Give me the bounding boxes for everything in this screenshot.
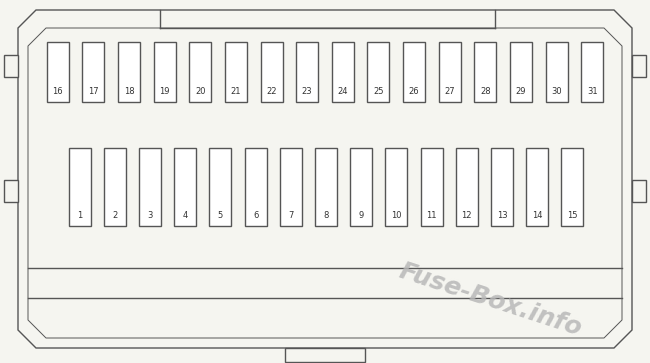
Bar xyxy=(139,148,161,226)
Text: 10: 10 xyxy=(391,211,402,220)
Text: 4: 4 xyxy=(183,211,188,220)
Text: 12: 12 xyxy=(462,211,472,220)
Text: 30: 30 xyxy=(551,87,562,96)
Text: 9: 9 xyxy=(359,211,364,220)
Text: 5: 5 xyxy=(218,211,223,220)
Bar xyxy=(632,180,646,202)
Bar xyxy=(581,42,603,102)
Bar xyxy=(189,42,211,102)
Text: 23: 23 xyxy=(302,87,313,96)
Text: 29: 29 xyxy=(515,87,526,96)
Bar xyxy=(526,148,548,226)
Bar xyxy=(209,148,231,226)
Bar xyxy=(83,42,105,102)
Bar xyxy=(261,42,283,102)
Bar xyxy=(350,148,372,226)
Bar xyxy=(474,42,497,102)
Text: 27: 27 xyxy=(445,87,455,96)
Bar xyxy=(632,55,646,77)
Text: 6: 6 xyxy=(253,211,258,220)
Text: 16: 16 xyxy=(53,87,63,96)
Bar xyxy=(296,42,318,102)
Bar xyxy=(153,42,176,102)
Bar xyxy=(47,42,69,102)
Text: Fuse-Box.info: Fuse-Box.info xyxy=(396,259,584,341)
Bar xyxy=(491,148,513,226)
Bar xyxy=(385,148,408,226)
Bar xyxy=(367,42,389,102)
Text: 22: 22 xyxy=(266,87,277,96)
Text: 21: 21 xyxy=(231,87,241,96)
Bar xyxy=(315,148,337,226)
Text: 8: 8 xyxy=(323,211,329,220)
Bar xyxy=(4,180,18,202)
Text: 1: 1 xyxy=(77,211,82,220)
Text: 26: 26 xyxy=(409,87,419,96)
Text: 25: 25 xyxy=(373,87,384,96)
Text: 11: 11 xyxy=(426,211,437,220)
Text: 13: 13 xyxy=(497,211,507,220)
Text: 18: 18 xyxy=(124,87,135,96)
Bar xyxy=(225,42,247,102)
Text: 15: 15 xyxy=(567,211,578,220)
Bar xyxy=(456,148,478,226)
Bar xyxy=(403,42,425,102)
Bar xyxy=(439,42,461,102)
Bar xyxy=(562,148,584,226)
Bar xyxy=(174,148,196,226)
Bar xyxy=(104,148,126,226)
Bar xyxy=(285,348,365,362)
Bar xyxy=(280,148,302,226)
Text: 17: 17 xyxy=(88,87,99,96)
Bar xyxy=(510,42,532,102)
Text: 2: 2 xyxy=(112,211,118,220)
Bar xyxy=(545,42,567,102)
Bar xyxy=(332,42,354,102)
Bar xyxy=(244,148,266,226)
Bar xyxy=(69,148,90,226)
Text: 3: 3 xyxy=(148,211,153,220)
Bar xyxy=(4,55,18,77)
Text: 20: 20 xyxy=(195,87,205,96)
Text: 7: 7 xyxy=(288,211,294,220)
Text: 19: 19 xyxy=(159,87,170,96)
Text: 14: 14 xyxy=(532,211,543,220)
Bar xyxy=(118,42,140,102)
Text: 28: 28 xyxy=(480,87,491,96)
Bar xyxy=(421,148,443,226)
Polygon shape xyxy=(18,10,632,348)
Text: 31: 31 xyxy=(587,87,597,96)
Text: 24: 24 xyxy=(337,87,348,96)
